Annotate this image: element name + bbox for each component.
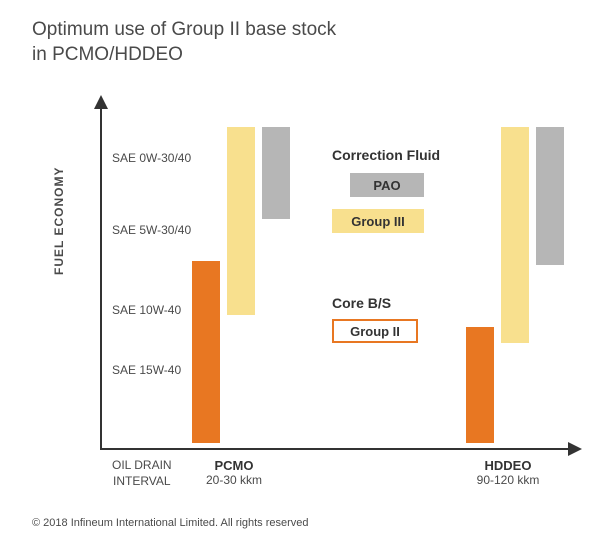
y-axis-arrow-icon — [94, 95, 108, 109]
x-axis-arrow-icon — [568, 442, 582, 456]
chart-title-line1: Optimum use of Group II base stock — [32, 19, 336, 40]
category-hddeo-name: HDDEO — [458, 458, 558, 473]
y-tick-3: SAE 15W-40 — [112, 363, 181, 377]
bar-hddeo-group3 — [501, 127, 529, 343]
y-tick-2: SAE 10W-40 — [112, 303, 181, 317]
y-tick-0: SAE 0W-30/40 — [112, 151, 191, 165]
footer-copyright: © 2018 Infineum International Limited. A… — [32, 517, 309, 529]
legend-core-title: Core B/S — [332, 295, 391, 311]
x-axis-line — [100, 448, 570, 450]
chart-title: Optimum use of Group II base stock in PC… — [32, 18, 336, 67]
chart-container: Optimum use of Group II base stock in PC… — [0, 0, 599, 547]
y-tick-1: SAE 5W-30/40 — [112, 223, 191, 237]
category-hddeo-sub: 90-120 kkm — [458, 473, 558, 487]
x-left-label-line2: INTERVAL — [113, 474, 171, 488]
category-pcmo: PCMO 20-30 kkm — [184, 458, 284, 487]
bar-hddeo-group2 — [466, 327, 494, 443]
x-axis-left-label: OIL DRAIN INTERVAL — [112, 458, 172, 489]
plot-area: SAE 0W-30/40 SAE 5W-30/40 SAE 10W-40 SAE… — [100, 105, 570, 450]
bar-pcmo-pao — [262, 127, 290, 219]
category-hddeo: HDDEO 90-120 kkm — [458, 458, 558, 487]
y-axis-title: FUEL ECONOMY — [52, 167, 66, 275]
legend-group2: Group II — [332, 319, 418, 343]
bar-pcmo-group2 — [192, 261, 220, 443]
y-axis-line — [100, 105, 102, 450]
legend-correction-title: Correction Fluid — [332, 147, 440, 163]
category-pcmo-sub: 20-30 kkm — [184, 473, 284, 487]
bar-hddeo-pao — [536, 127, 564, 265]
legend-group3: Group III — [332, 209, 424, 233]
category-pcmo-name: PCMO — [184, 458, 284, 473]
x-left-label-line1: OIL DRAIN — [112, 458, 172, 472]
bar-pcmo-group3 — [227, 127, 255, 315]
legend-pao: PAO — [350, 173, 424, 197]
chart-title-line2: in PCMO/HDDEO — [32, 44, 183, 65]
